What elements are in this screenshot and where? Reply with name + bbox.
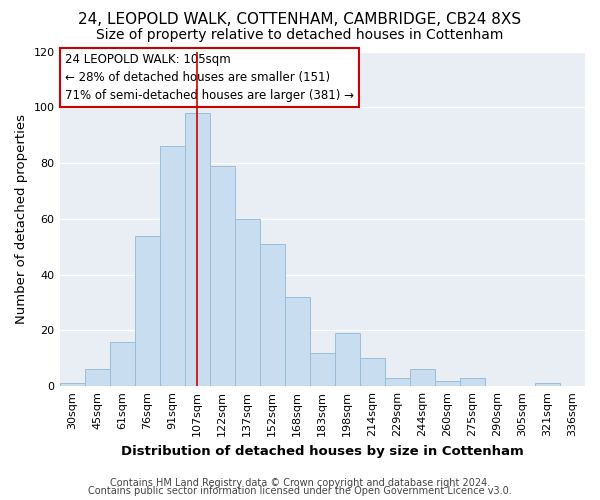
- Bar: [160, 146, 185, 386]
- Bar: [360, 358, 385, 386]
- Bar: [410, 370, 435, 386]
- Bar: [185, 113, 209, 386]
- Bar: [460, 378, 485, 386]
- Bar: [535, 384, 560, 386]
- Bar: [85, 370, 110, 386]
- Bar: [335, 333, 360, 386]
- Text: Size of property relative to detached houses in Cottenham: Size of property relative to detached ho…: [97, 28, 503, 42]
- Text: Contains HM Land Registry data © Crown copyright and database right 2024.: Contains HM Land Registry data © Crown c…: [110, 478, 490, 488]
- Bar: [59, 384, 85, 386]
- Text: 24, LEOPOLD WALK, COTTENHAM, CAMBRIDGE, CB24 8XS: 24, LEOPOLD WALK, COTTENHAM, CAMBRIDGE, …: [79, 12, 521, 28]
- Bar: [209, 166, 235, 386]
- Bar: [310, 352, 335, 386]
- Bar: [260, 244, 285, 386]
- Bar: [435, 380, 460, 386]
- Bar: [385, 378, 410, 386]
- Bar: [134, 236, 160, 386]
- Text: Contains public sector information licensed under the Open Government Licence v3: Contains public sector information licen…: [88, 486, 512, 496]
- Bar: [235, 219, 260, 386]
- Bar: [110, 342, 134, 386]
- Bar: [285, 297, 310, 386]
- Text: 24 LEOPOLD WALK: 105sqm
← 28% of detached houses are smaller (151)
71% of semi-d: 24 LEOPOLD WALK: 105sqm ← 28% of detache…: [65, 53, 354, 102]
- X-axis label: Distribution of detached houses by size in Cottenham: Distribution of detached houses by size …: [121, 444, 524, 458]
- Y-axis label: Number of detached properties: Number of detached properties: [15, 114, 28, 324]
